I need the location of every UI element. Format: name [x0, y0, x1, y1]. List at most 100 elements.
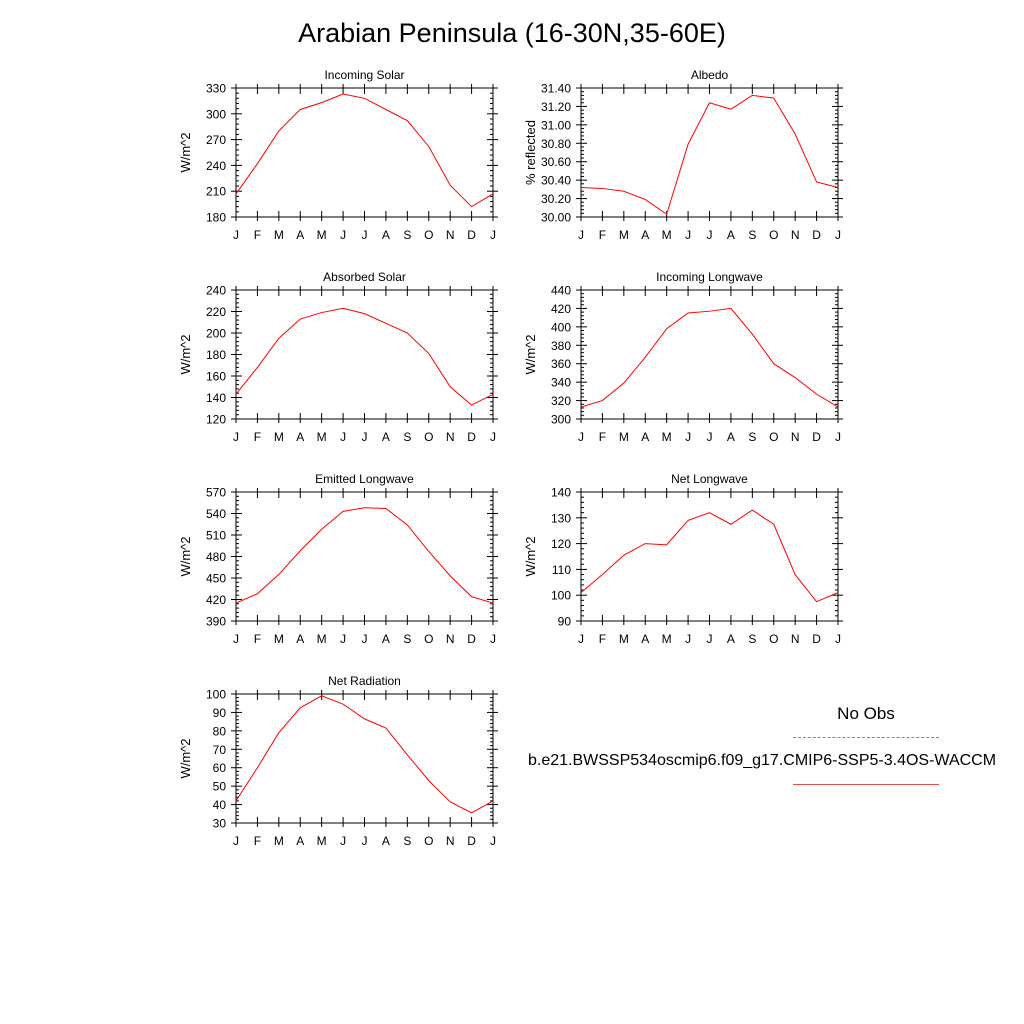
emitted-longwave-ytick-label: 570 — [206, 486, 226, 500]
net-radiation-xtick-label: M — [274, 834, 284, 848]
albedo-xtick-label: A — [727, 228, 735, 242]
net-radiation-xtick-label: J — [340, 834, 346, 848]
incoming-solar-xtick-label: M — [317, 228, 327, 242]
albedo-xtick-label: J — [578, 228, 584, 242]
absorbed-solar-title: Absorbed Solar — [323, 270, 406, 284]
net-radiation-series-line — [235, 695, 494, 814]
absorbed-solar-ytick-label: 180 — [206, 348, 226, 362]
net-longwave-xtick-label: J — [835, 632, 841, 646]
incoming-longwave-ytick-label: 440 — [551, 284, 571, 298]
incoming-longwave-xtick-label: S — [748, 430, 756, 444]
net-radiation-xtick-label: D — [467, 834, 476, 848]
emitted-longwave-xtick-label: J — [362, 632, 368, 646]
emitted-longwave-title: Emitted Longwave — [315, 472, 414, 486]
net-radiation-xtick-label: J — [490, 834, 496, 848]
emitted-longwave-xtick-label: J — [233, 632, 239, 646]
albedo-frame — [580, 87, 839, 218]
incoming-longwave-ytick-label: 340 — [551, 376, 571, 390]
emitted-longwave-ytick-label: 480 — [206, 550, 226, 564]
absorbed-solar-xtick-label: M — [317, 430, 327, 444]
incoming-longwave-ytick-label: 380 — [551, 339, 571, 353]
incoming-solar-xtick-label: D — [467, 228, 476, 242]
emitted-longwave-xtick-label: M — [274, 632, 284, 646]
net-longwave-ytick-label: 120 — [551, 537, 571, 551]
incoming-solar-xtick-label: N — [446, 228, 455, 242]
absorbed-solar-xtick-label: J — [490, 430, 496, 444]
absorbed-solar-ytick-label: 220 — [206, 305, 226, 319]
incoming-longwave-title: Incoming Longwave — [656, 270, 763, 284]
emitted-longwave-xtick-label: J — [340, 632, 346, 646]
net-radiation-ytick-label: 60 — [213, 761, 227, 775]
net-longwave-xtick-label: J — [707, 632, 713, 646]
net-longwave-ylabel: W/m^2 — [523, 536, 538, 576]
incoming-longwave-ytick-label: 320 — [551, 394, 571, 408]
albedo-ytick-label: 30.00 — [541, 211, 571, 225]
net-longwave-ytick-label: 110 — [552, 563, 571, 577]
incoming-longwave-xtick-label: J — [578, 430, 584, 444]
incoming-longwave-series-line — [580, 307, 839, 408]
net-longwave-xtick-label: M — [662, 632, 672, 646]
incoming-longwave-xtick-label: A — [727, 430, 735, 444]
albedo-xtick-label: D — [812, 228, 821, 242]
absorbed-solar-ylabel: W/m^2 — [178, 334, 193, 374]
net-longwave-xtick-label: A — [727, 632, 735, 646]
absorbed-solar-ytick-label: 240 — [206, 284, 226, 298]
albedo-xtick-label: A — [641, 228, 649, 242]
albedo-xtick-label: N — [791, 228, 800, 242]
net-radiation-xtick-label: A — [382, 834, 390, 848]
albedo-ytick-label: 30.80 — [541, 137, 571, 151]
albedo-xtick-label: M — [662, 228, 672, 242]
albedo-ytick-label: 30.40 — [541, 174, 571, 188]
incoming-solar-ytick-label: 210 — [206, 185, 226, 199]
incoming-longwave-xtick-label: N — [791, 430, 800, 444]
incoming-longwave-xtick-label: O — [769, 430, 778, 444]
net-radiation-ytick-label: 30 — [213, 817, 227, 831]
emitted-longwave-series-line — [235, 507, 494, 604]
absorbed-solar-xtick-label: M — [274, 430, 284, 444]
incoming-longwave-xtick-label: J — [707, 430, 713, 444]
emitted-longwave-xtick-label: A — [382, 632, 390, 646]
emitted-longwave-xtick-label: M — [317, 632, 327, 646]
absorbed-solar-xtick-label: J — [362, 430, 368, 444]
net-longwave-xtick-label: F — [599, 632, 606, 646]
net-longwave-frame — [580, 491, 839, 622]
albedo-xtick-label: M — [619, 228, 629, 242]
incoming-longwave-ylabel: W/m^2 — [523, 334, 538, 374]
albedo-xtick-label: J — [707, 228, 713, 242]
absorbed-solar-xtick-label: A — [296, 430, 304, 444]
incoming-solar-ytick-label: 240 — [206, 159, 226, 173]
net-radiation-ytick-label: 90 — [213, 706, 227, 720]
incoming-solar-xtick-label: F — [254, 228, 261, 242]
emitted-longwave-xtick-label: N — [446, 632, 455, 646]
incoming-solar-ytick-label: 300 — [206, 107, 226, 121]
emitted-longwave-ytick-label: 540 — [206, 507, 226, 521]
incoming-solar-xtick-label: M — [274, 228, 284, 242]
absorbed-solar-xtick-label: S — [403, 430, 411, 444]
net-radiation-ytick-label: 50 — [213, 780, 227, 794]
incoming-solar-xtick-label: S — [403, 228, 411, 242]
albedo-ytick-label: 31.00 — [541, 118, 571, 132]
incoming-solar-ytick-label: 180 — [206, 211, 226, 225]
absorbed-solar-xtick-label: O — [424, 430, 433, 444]
net-radiation-title: Net Radiation — [328, 674, 401, 688]
emitted-longwave-xtick-label: J — [490, 632, 496, 646]
absorbed-solar-xtick-label: F — [254, 430, 261, 444]
incoming-solar-title: Incoming Solar — [324, 68, 404, 82]
emitted-longwave-xtick-label: A — [296, 632, 304, 646]
net-radiation-xtick-label: J — [233, 834, 239, 848]
emitted-longwave-ytick-label: 450 — [206, 572, 226, 586]
incoming-solar-series-line — [235, 93, 494, 208]
emitted-longwave-frame — [235, 491, 494, 622]
incoming-solar-frame — [235, 87, 494, 218]
net-longwave-xtick-label: A — [641, 632, 649, 646]
absorbed-solar-xtick-label: J — [340, 430, 346, 444]
net-longwave-xtick-label: D — [812, 632, 821, 646]
absorbed-solar-xtick-label: N — [446, 430, 455, 444]
net-longwave-series-line — [580, 509, 839, 603]
emitted-longwave-xtick-label: O — [424, 632, 433, 646]
incoming-solar-xtick-label: J — [340, 228, 346, 242]
albedo-ytick-label: 31.20 — [541, 100, 571, 114]
emitted-longwave-xtick-label: S — [403, 632, 411, 646]
incoming-longwave-ytick-label: 420 — [551, 302, 571, 316]
albedo-xtick-label: S — [748, 228, 756, 242]
